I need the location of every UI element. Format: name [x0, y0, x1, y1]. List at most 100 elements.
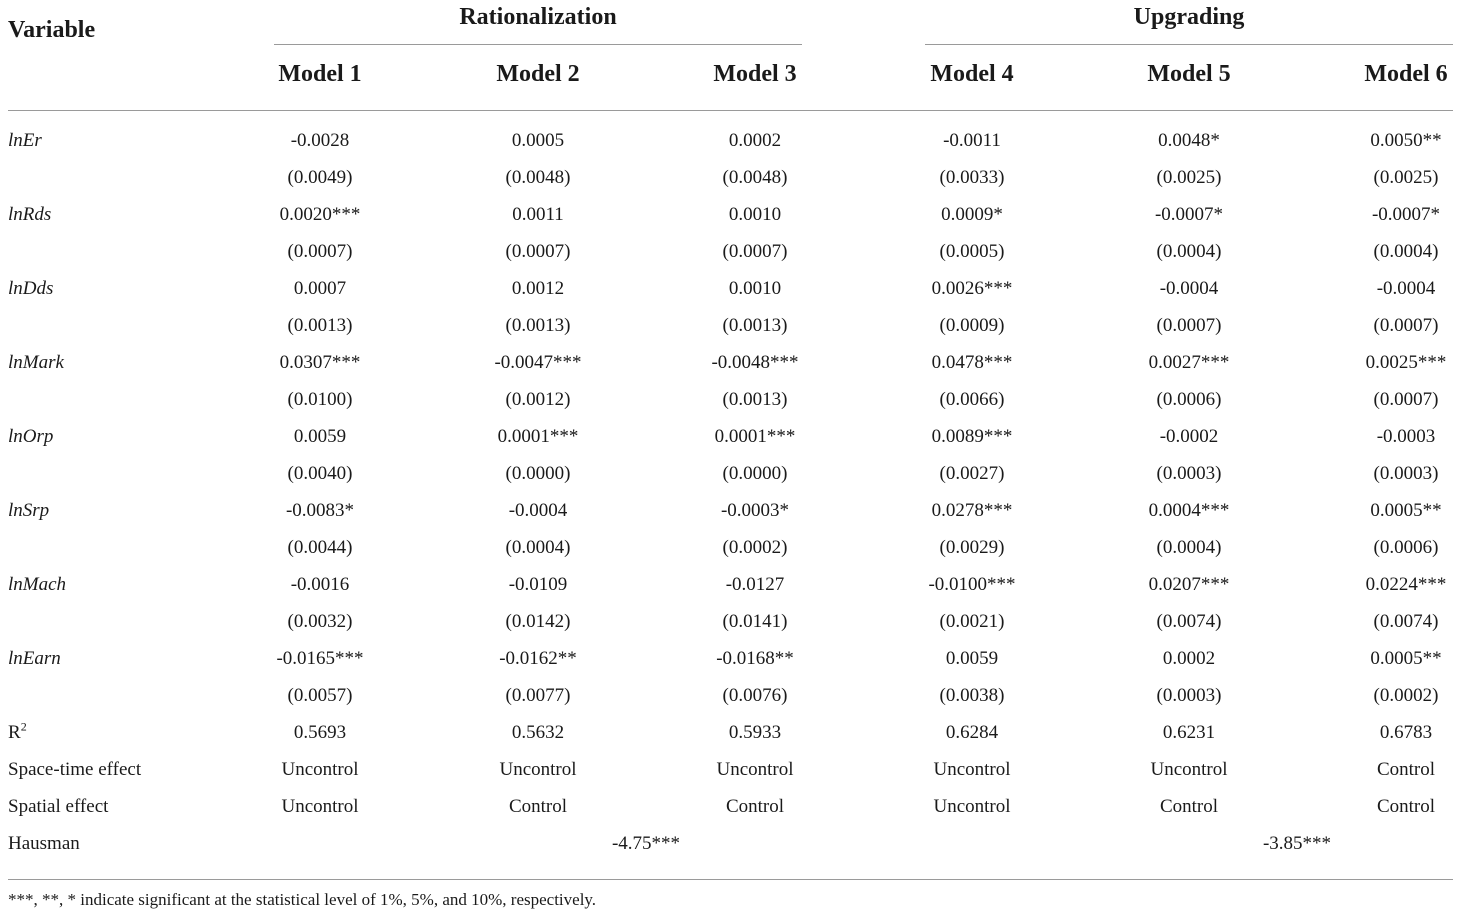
coefficient-cell: 0.0010 [728, 204, 782, 225]
coefficient-cell: 0.0307*** [279, 352, 361, 373]
coefficient-cell: 0.0010 [728, 278, 782, 299]
coefficient-cell: -0.0047*** [494, 352, 582, 373]
hausman-cell: -3.85*** [1262, 833, 1332, 854]
std-error-cell: (0.0032) [287, 611, 353, 632]
coefficient-cell: 0.0027*** [1148, 352, 1230, 373]
std-error-cell: (0.0007) [287, 241, 353, 262]
std-error-cell: (0.0013) [287, 315, 353, 336]
space-time-effect-cell: Uncontrol [281, 759, 359, 780]
std-error-cell: (0.0012) [505, 389, 571, 410]
coefficient-cell: -0.0003* [720, 500, 790, 521]
coefficient-cell: -0.0083* [285, 500, 355, 521]
coefficient-cell: 0.0089*** [931, 426, 1013, 447]
space-time-effect-label: Space-time effect [8, 759, 142, 780]
space-time-effect-cell: Uncontrol [1150, 759, 1228, 780]
coefficient-cell: 0.0007 [293, 278, 347, 299]
coefficient-cell: -0.0028 [290, 130, 350, 151]
coefficient-cell: 0.0001*** [497, 426, 579, 447]
coefficient-cell: 0.0012 [511, 278, 565, 299]
coefficient-cell: 0.0224*** [1365, 574, 1447, 595]
std-error-cell: (0.0007) [1373, 389, 1439, 410]
std-error-cell: (0.0044) [287, 537, 353, 558]
std-error-cell: (0.0004) [1156, 537, 1222, 558]
coefficient-cell: 0.0009* [941, 204, 1003, 225]
std-error-cell: (0.0006) [1373, 537, 1439, 558]
spatial-effect-cell: Control [1159, 796, 1219, 817]
coefficient-cell: 0.0059 [945, 648, 999, 669]
variable-label: lnEarn [8, 648, 61, 669]
coefficient-cell: -0.0100*** [928, 574, 1016, 595]
std-error-cell: (0.0009) [939, 315, 1005, 336]
std-error-cell: (0.0057) [287, 685, 353, 706]
spatial-effect-cell: Uncontrol [281, 796, 359, 817]
model-header-2: Model 2 [496, 61, 580, 87]
coefficient-cell: 0.0011 [512, 204, 564, 225]
spatial-effect-cell: Uncontrol [933, 796, 1011, 817]
coefficient-cell: 0.0026*** [931, 278, 1013, 299]
std-error-cell: (0.0066) [939, 389, 1005, 410]
coefficient-cell: 0.0004*** [1148, 500, 1230, 521]
coefficient-cell: -0.0003 [1376, 426, 1436, 447]
coefficient-cell: -0.0048*** [711, 352, 799, 373]
model-header-1: Model 1 [278, 61, 362, 87]
coefficient-cell: 0.0020*** [279, 204, 361, 225]
std-error-cell: (0.0142) [505, 611, 571, 632]
coefficient-cell: -0.0004 [1159, 278, 1219, 299]
coefficient-cell: -0.0007* [1371, 204, 1441, 225]
r-squared-cell: 0.5933 [728, 722, 782, 743]
r-squared-cell: 0.5632 [511, 722, 565, 743]
hausman-label: Hausman [8, 833, 80, 854]
group-header-rationalization: Rationalization [459, 4, 617, 30]
coefficient-cell: -0.0127 [725, 574, 785, 595]
coefficient-cell: -0.0007* [1154, 204, 1224, 225]
variable-label: lnEr [8, 130, 42, 151]
spatial-effect-cell: Control [1376, 796, 1436, 817]
coefficient-cell: 0.0025*** [1365, 352, 1447, 373]
coefficient-cell: -0.0002 [1159, 426, 1219, 447]
space-time-effect-cell: Uncontrol [499, 759, 577, 780]
model-header-6: Model 6 [1364, 61, 1448, 87]
variable-label: lnSrp [8, 500, 50, 521]
spatial-effect-cell: Control [508, 796, 568, 817]
r-squared-cell: 0.6231 [1162, 722, 1216, 743]
std-error-cell: (0.0027) [939, 463, 1005, 484]
std-error-cell: (0.0000) [505, 463, 571, 484]
std-error-cell: (0.0074) [1156, 611, 1222, 632]
coefficient-cell: -0.0004 [1376, 278, 1436, 299]
std-error-cell: (0.0007) [722, 241, 788, 262]
std-error-cell: (0.0076) [722, 685, 788, 706]
coefficient-cell: -0.0004 [508, 500, 568, 521]
coefficient-cell: 0.0005 [511, 130, 565, 151]
table-footnote: ***, **, * indicate significant at the s… [8, 890, 597, 909]
spatial-effect-cell: Control [725, 796, 785, 817]
std-error-cell: (0.0004) [1373, 241, 1439, 262]
std-error-cell: (0.0006) [1156, 389, 1222, 410]
r-squared-cell: 0.6783 [1379, 722, 1433, 743]
group-header-upgrading: Upgrading [1133, 4, 1245, 30]
std-error-cell: (0.0013) [722, 389, 788, 410]
hausman-cell: -4.75*** [611, 833, 681, 854]
group-rule-upgrading [925, 44, 1453, 45]
coefficient-cell: 0.0002 [1162, 648, 1216, 669]
coefficient-cell: -0.0011 [943, 130, 1001, 151]
std-error-cell: (0.0007) [1156, 315, 1222, 336]
coefficient-cell: 0.0207*** [1148, 574, 1230, 595]
std-error-cell: (0.0005) [939, 241, 1005, 262]
std-error-cell: (0.0000) [722, 463, 788, 484]
std-error-cell: (0.0004) [1156, 241, 1222, 262]
std-error-cell: (0.0007) [1373, 315, 1439, 336]
coefficient-cell: 0.0050** [1370, 130, 1442, 151]
std-error-cell: (0.0100) [287, 389, 353, 410]
r-squared-label: R2 [8, 721, 27, 744]
model-header-3: Model 3 [713, 61, 797, 87]
variable-label: lnMark [8, 352, 64, 373]
coefficient-cell: 0.0005** [1370, 500, 1442, 521]
variable-label: lnMach [8, 574, 67, 595]
r-squared-cell: 0.5693 [293, 722, 347, 743]
std-error-cell: (0.0038) [939, 685, 1005, 706]
space-time-effect-cell: Control [1376, 759, 1436, 780]
coefficient-cell: 0.0005** [1370, 648, 1442, 669]
bottom-rule [8, 879, 1453, 880]
std-error-cell: (0.0048) [722, 167, 788, 188]
coefficient-cell: 0.0048* [1158, 130, 1220, 151]
